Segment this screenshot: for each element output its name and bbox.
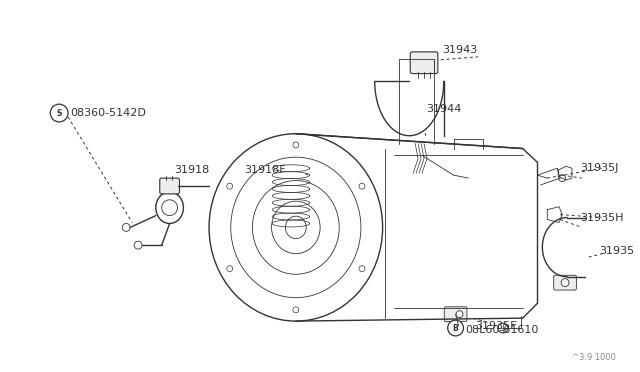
Circle shape (448, 320, 463, 336)
Text: S: S (56, 109, 62, 118)
Circle shape (122, 224, 130, 231)
FancyBboxPatch shape (160, 178, 179, 194)
Text: 31944: 31944 (426, 104, 461, 114)
Circle shape (359, 266, 365, 272)
Text: 31918F: 31918F (244, 165, 286, 175)
FancyBboxPatch shape (554, 275, 577, 290)
Text: B: B (452, 324, 458, 333)
Circle shape (359, 183, 365, 189)
Circle shape (51, 104, 68, 122)
Text: 08360-5142D: 08360-5142D (70, 108, 146, 118)
Circle shape (293, 142, 299, 148)
Ellipse shape (285, 216, 307, 239)
Text: 31943: 31943 (442, 45, 477, 55)
Circle shape (134, 241, 142, 249)
Text: 08L60-61610: 08L60-61610 (465, 325, 539, 335)
FancyBboxPatch shape (410, 52, 438, 74)
Circle shape (162, 200, 177, 216)
Text: 31935E: 31935E (476, 321, 517, 331)
Circle shape (456, 311, 463, 318)
Text: 31935J: 31935J (580, 163, 618, 173)
Circle shape (561, 279, 569, 286)
Circle shape (293, 307, 299, 313)
Circle shape (498, 323, 508, 333)
Circle shape (559, 175, 566, 182)
Text: 31918: 31918 (175, 165, 210, 175)
Circle shape (227, 183, 233, 189)
Text: ^3.9 1000: ^3.9 1000 (572, 353, 616, 362)
Circle shape (227, 266, 233, 272)
Text: 31935H: 31935H (580, 212, 623, 222)
FancyBboxPatch shape (444, 307, 467, 321)
Text: 31935: 31935 (600, 246, 635, 256)
